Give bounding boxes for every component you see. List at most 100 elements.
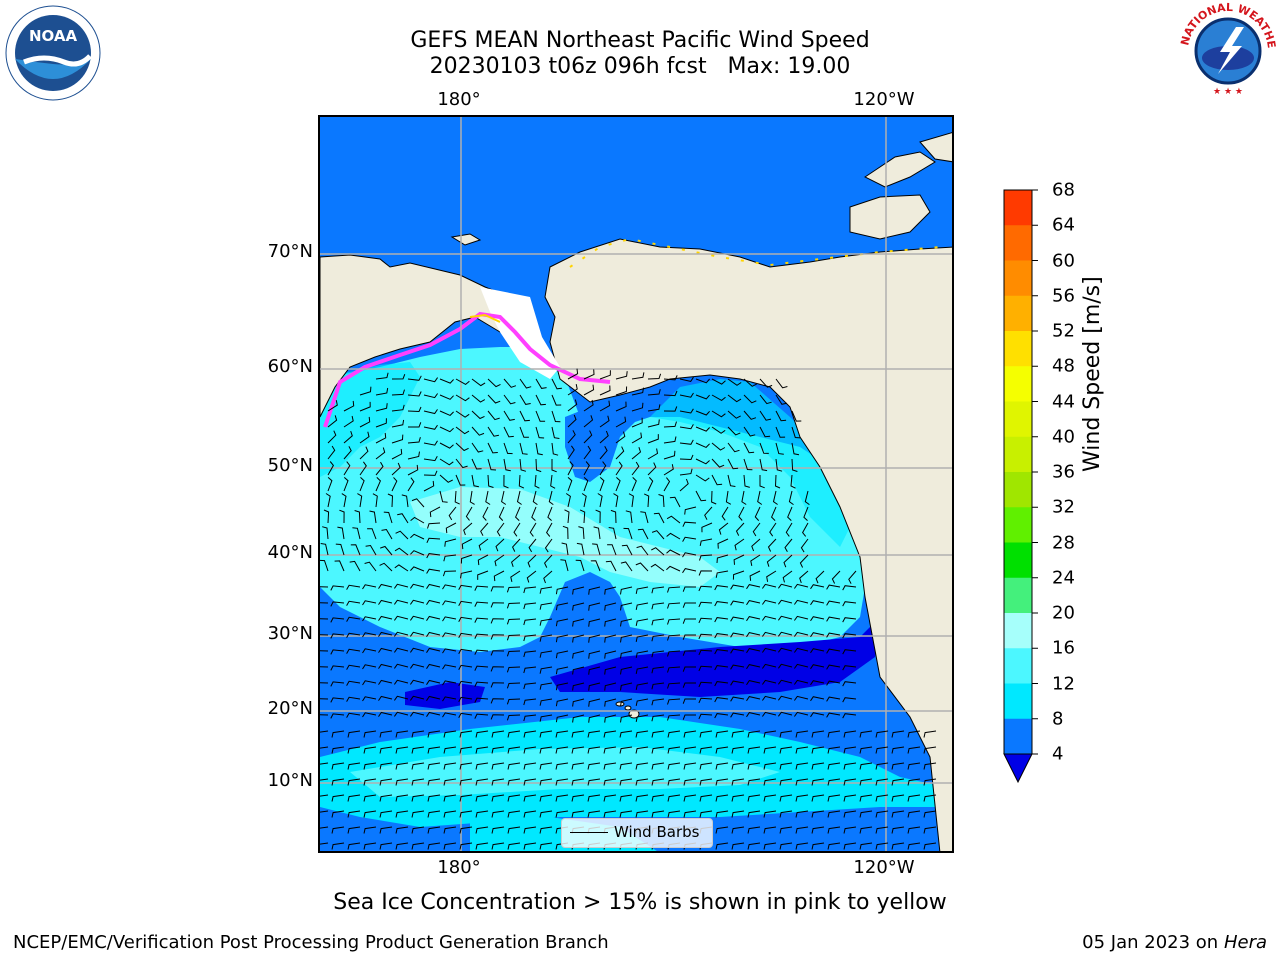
- wind-barb: [320, 810, 329, 813]
- wind-barb: [663, 406, 678, 412]
- wind-barb: [507, 746, 521, 754]
- ocean-16-20-region: [410, 487, 720, 587]
- wind-barb: [701, 522, 713, 533]
- svg-text:★ ★ ★: ★ ★ ★: [1213, 87, 1243, 97]
- wind-barb: [571, 730, 585, 738]
- wind-barb: [587, 762, 601, 770]
- wind-barb: [459, 778, 473, 786]
- wind-barb: [699, 730, 713, 738]
- wind-barb: [793, 663, 809, 669]
- wind-barb: [628, 493, 634, 508]
- wind-barb: [827, 810, 841, 818]
- wind-barb: [455, 426, 470, 435]
- wind-barb: [747, 778, 761, 786]
- wind-barb: [564, 509, 570, 524]
- wind-barb: [667, 634, 681, 641]
- wind-barb: [320, 714, 329, 716]
- wind-barb: [761, 695, 777, 701]
- lon-label-bottom-120w: 120°W: [853, 857, 915, 878]
- wind-barb: [731, 762, 745, 770]
- wind-barb: [615, 416, 627, 428]
- wind-barb: [539, 746, 553, 754]
- colorbar-label: Wind Speed [m/s]: [1080, 276, 1105, 472]
- wind-barb: [426, 711, 441, 717]
- wind-barb: [343, 430, 353, 444]
- wind-barb: [567, 384, 578, 396]
- wind-barb: [698, 570, 713, 576]
- sea-ice-caption: Sea Ice Concentration > 15% is shown in …: [333, 890, 947, 915]
- wind-barb: [715, 810, 729, 818]
- wind-barb: [735, 522, 745, 536]
- wind-barb: [651, 530, 665, 540]
- wind-barb: [747, 826, 761, 834]
- wind-barb: [793, 711, 809, 717]
- wind-barb: [752, 522, 761, 537]
- wind-barb: [555, 618, 569, 627]
- wind-barb: [474, 617, 489, 623]
- wind-barb: [599, 461, 607, 476]
- wind-barb: [551, 394, 562, 406]
- wind-barb: [793, 583, 809, 589]
- wind-barb: [679, 468, 693, 476]
- wind-barb: [339, 509, 345, 524]
- wind-barb: [619, 746, 633, 754]
- wind-barb: [531, 506, 537, 521]
- wind-barb: [923, 778, 937, 786]
- wind-barb: [727, 394, 742, 403]
- wind-barb: [747, 810, 761, 818]
- wind-barb: [651, 714, 665, 722]
- wind-barb: [487, 426, 499, 437]
- wind-barb: [555, 698, 569, 707]
- wind-barb: [539, 682, 553, 690]
- wind-barb: [391, 389, 405, 396]
- wind-barb: [411, 778, 425, 786]
- wind-barb: [378, 711, 393, 717]
- wind-barbs: [320, 368, 937, 850]
- colorbar-tick-label: 4: [1052, 743, 1064, 765]
- wind-barb: [711, 426, 726, 434]
- wind-barb: [375, 403, 388, 412]
- wind-barb: [409, 695, 425, 701]
- wind-barb: [826, 696, 841, 702]
- wind-barb: [859, 746, 873, 754]
- wind-barb: [785, 522, 793, 537]
- wind-barb: [683, 778, 697, 786]
- wind-barb: [811, 794, 825, 802]
- wind-barb: [503, 426, 514, 438]
- wind-barb: [698, 713, 713, 720]
- wind-barb: [635, 602, 649, 610]
- wind-barb: [375, 372, 389, 380]
- wind-barb: [891, 826, 905, 834]
- wind-barb: [527, 554, 537, 568]
- wind-barb: [763, 826, 777, 834]
- wind-barb: [620, 650, 633, 659]
- wind-barb: [551, 459, 557, 473]
- wind-barb: [620, 666, 633, 675]
- wind-barb: [698, 697, 713, 704]
- wind-barb: [727, 474, 736, 487]
- wind-barb: [766, 554, 777, 567]
- wind-barb: [843, 794, 857, 802]
- wind-barb: [320, 762, 329, 765]
- wind-barb: [667, 698, 681, 705]
- wind-barb: [695, 442, 710, 448]
- lat-label-10n: 10°N: [267, 770, 313, 791]
- wind-barb: [725, 490, 732, 505]
- wind-barb: [588, 714, 601, 723]
- wind-barb: [667, 778, 681, 786]
- wind-barb: [503, 474, 509, 489]
- wind-barb: [827, 778, 841, 786]
- wind-barb: [378, 631, 393, 637]
- wind-barb: [391, 374, 406, 380]
- wind-barb: [651, 682, 665, 690]
- wind-barb: [426, 599, 441, 605]
- wind-barb: [362, 584, 377, 590]
- wind-barb: [827, 842, 841, 850]
- wind-barb: [539, 810, 553, 818]
- wind-barb: [651, 794, 665, 802]
- wind-barb: [578, 526, 585, 540]
- wind-barb: [330, 649, 345, 655]
- wind-barb: [455, 378, 470, 386]
- wind-barb: [539, 842, 553, 850]
- wind-barb: [391, 477, 398, 492]
